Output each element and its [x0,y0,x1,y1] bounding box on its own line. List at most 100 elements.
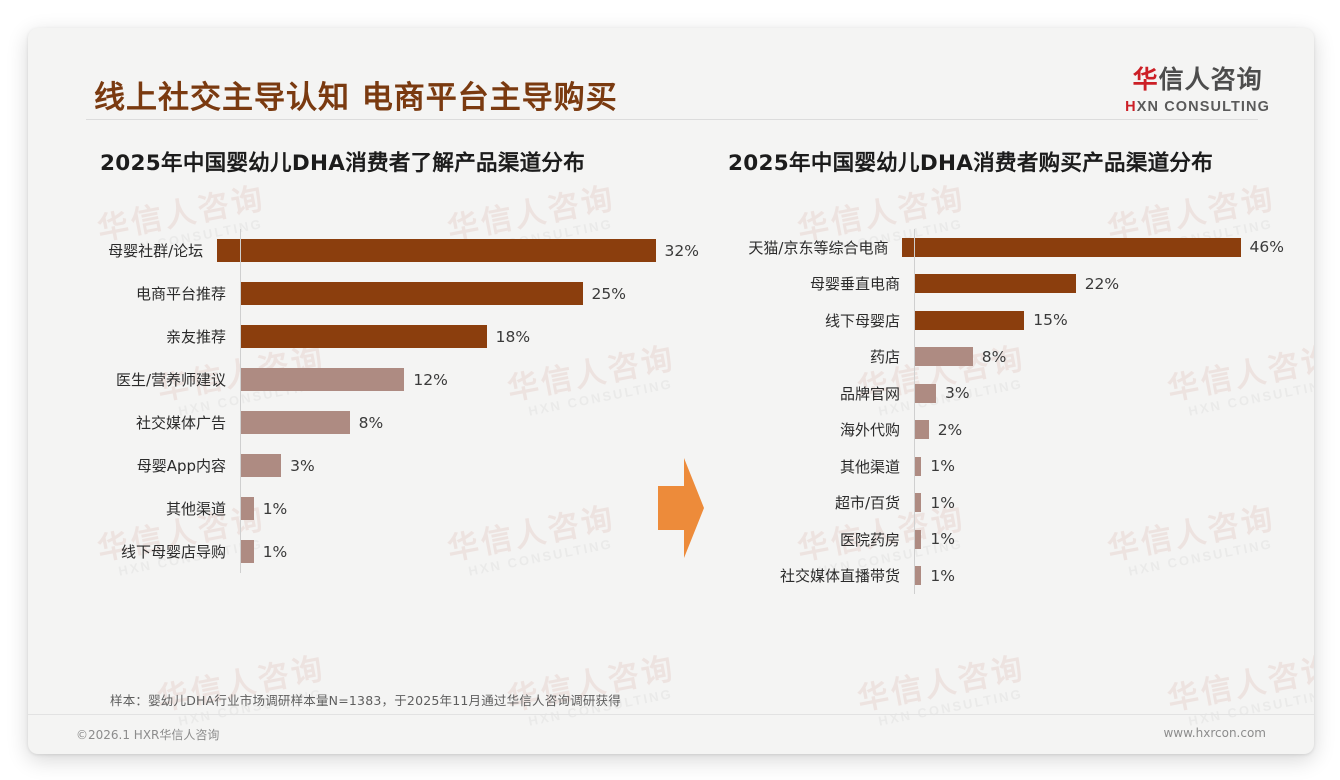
bar-track: 32% [217,239,699,262]
logo-chinese-text: 华信人咨询 [1125,60,1270,96]
chart-bar-row: 线下母婴店 15% [704,302,1284,339]
bar-segment [240,368,405,391]
bar-track: 25% [240,282,699,305]
bar-value-label: 1% [930,493,955,512]
chart-bar-row: 医生/营养师建议 12% [74,358,699,401]
bar-category-label: 社交媒体广告 [135,414,226,432]
bar-value-label: 2% [937,420,963,439]
chart-bar-row: 电商平台推荐 25% [74,272,699,315]
bar-segment [217,239,656,262]
chart-title-purchase: 2025年中国婴幼儿DHA消费者购买产品渠道分布 [728,151,1214,176]
bar-track: 1% [914,529,1284,549]
watermark-cn: 华信人咨询 [1164,650,1314,719]
logo-en-accent-char: H [1125,99,1137,115]
watermark-cn: 华信人咨询 [854,650,1029,719]
page-title: 线上社交主导认知 电商平台主导购买 [94,80,618,116]
bar-track: 8% [240,411,699,434]
bar-value-label: 1% [930,530,955,549]
bar-segment [914,383,937,403]
bar-value-label: 46% [1249,238,1284,257]
bar-track: 12% [240,368,699,391]
chart-bar-row: 药店 8% [704,339,1284,376]
bar-category-label: 其他渠道 [839,457,900,476]
bar-segment [240,325,487,348]
chart-bar-row: 其他渠道 1% [704,448,1284,485]
bar-category-label: 超市/百货 [834,494,900,513]
bar-category-label: 线下母婴店 [824,311,900,330]
source-footnote: 样本：婴幼儿DHA行业市场调研样本量N=1383，于2025年11月通过华信人咨… [110,693,621,708]
bar-value-label: 1% [262,542,288,561]
bar-segment [902,237,1241,257]
bar-value-label: 22% [1084,274,1120,293]
chart-bar-row: 母婴App内容 3% [74,444,699,487]
chart-bar-row: 超市/百货 1% [704,485,1284,522]
bar-segment [914,493,922,513]
bar-category-label: 电商平台推荐 [135,285,226,303]
bar-value-label: 8% [358,413,384,432]
chart-bar-row: 天猫/京东等综合电商 46% [704,229,1284,266]
bar-track: 1% [914,493,1284,513]
chart-bar-row: 海外代购 2% [704,412,1284,449]
bar-category-label: 社交媒体直播带货 [779,567,900,586]
bar-segment [914,347,973,367]
bar-category-label: 医生/营养师建议 [115,371,226,389]
logo-cn-rest: 信人咨询 [1158,65,1263,94]
bar-segment [240,411,350,434]
chart-bar-row: 社交媒体广告 8% [74,401,699,444]
bar-value-label: 32% [664,241,699,260]
bar-category-label: 海外代购 [839,421,900,440]
bar-value-label: 3% [945,384,970,403]
bar-segment [914,456,922,476]
bar-track: 1% [240,540,699,563]
bar-rows-purchase: 天猫/京东等综合电商 46% 母婴垂直电商 22% 线下母婴店 15% 药店 8% 品牌官网 3%… [704,229,1284,594]
bar-track: 18% [240,325,699,348]
bar-track: 1% [914,566,1284,586]
bar-track: 3% [240,454,699,477]
bar-category-label: 品牌官网 [839,384,900,403]
chart-bar-row: 亲友推荐 18% [74,315,699,358]
chart-bar-row: 其他渠道 1% [74,487,699,530]
bar-segment [914,529,922,549]
chart-title-awareness: 2025年中国婴幼儿DHA消费者了解产品渠道分布 [100,151,586,176]
bar-category-label: 医院药房 [839,530,900,549]
title-divider [86,119,1258,120]
chart-bar-row: 医院药房 1% [704,521,1284,558]
chart-bar-row: 母婴社群/论坛 32% [74,229,699,272]
bar-value-label: 1% [930,566,955,585]
footer-website: www.hxrcon.com [1163,726,1266,740]
bar-segment [240,540,254,563]
bar-segment [914,566,922,586]
chart-bar-row: 线下母婴店导购 1% [74,530,699,573]
bar-track: 2% [914,420,1284,440]
slide-footer: ©2026.1 HXR华信人咨询 www.hxrcon.com [28,718,1314,754]
arrow-right-icon [658,458,704,558]
bar-value-label: 1% [262,499,288,518]
bar-category-label: 其他渠道 [165,500,226,518]
chart-bar-row: 品牌官网 3% [704,375,1284,412]
bar-track: 1% [914,456,1284,476]
bar-segment [240,497,254,520]
bar-track: 15% [914,310,1284,330]
bar-category-label: 母婴垂直电商 [809,275,900,294]
bar-category-label: 母婴App内容 [136,457,226,475]
bar-rows-awareness: 母婴社群/论坛 32% 电商平台推荐 25% 亲友推荐 18% 医生/营养师建议 12% 社交媒… [74,229,699,573]
chart-panel-purchase: 2025年中国婴幼儿DHA消费者购买产品渠道分布 天猫/京东等综合电商 46% 母婴… [704,146,1284,594]
chart-bar-row: 社交媒体直播带货 1% [704,558,1284,595]
bar-value-label: 1% [930,457,955,476]
bar-value-label: 12% [413,370,448,389]
category-axis-line [914,229,915,594]
bar-track: 46% [902,237,1284,257]
bar-value-label: 25% [591,284,626,303]
chart-panel-awareness: 2025年中国婴幼儿DHA消费者了解产品渠道分布 母婴社群/论坛 32% 电商平台推… [74,146,699,573]
footer-divider [28,714,1314,715]
slide-header: 线上社交主导认知 电商平台主导购买 华信人咨询 HXN CONSULTING [28,28,1314,123]
company-logo: 华信人咨询 HXN CONSULTING [1125,60,1270,115]
bar-track: 3% [914,383,1284,403]
bar-segment [914,274,1076,294]
bar-track: 1% [240,497,699,520]
bar-segment [914,310,1025,330]
logo-cn-accent-char: 华 [1132,65,1159,94]
category-axis-line [240,229,241,573]
bar-category-label: 线下母婴店导购 [120,543,226,561]
bar-category-label: 天猫/京东等综合电商 [748,238,889,257]
